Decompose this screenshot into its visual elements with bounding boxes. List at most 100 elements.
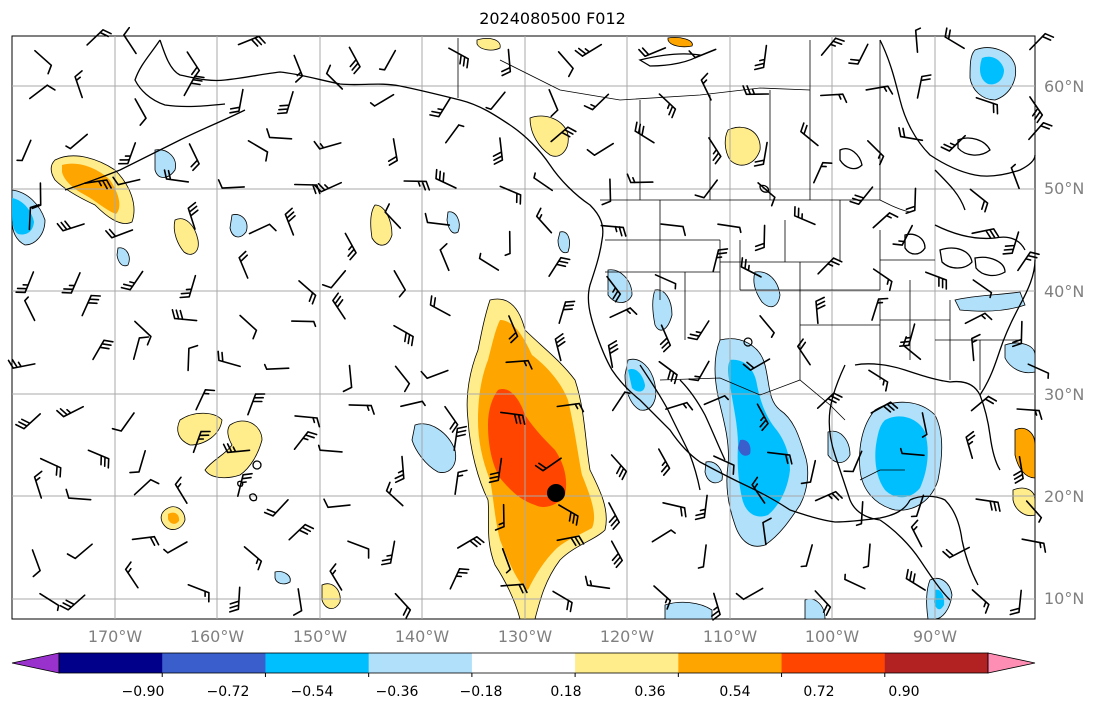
wind-barb xyxy=(284,207,296,236)
wind-barb xyxy=(910,519,923,548)
wind-barb xyxy=(347,540,370,559)
colorbar-segment xyxy=(471,653,576,673)
colorbar-tick-label: −0.72 xyxy=(206,684,250,700)
wind-barb xyxy=(444,405,459,433)
wind-barb xyxy=(294,415,321,428)
alaska-coast xyxy=(159,39,911,523)
wind-barb xyxy=(501,548,512,574)
wind-barb xyxy=(288,523,315,541)
wind-barb xyxy=(964,312,993,325)
wind-barb xyxy=(554,333,566,362)
colorbar-tick-label: 0.54 xyxy=(719,684,751,700)
wind-barb xyxy=(378,49,397,71)
wind-barb xyxy=(971,228,1000,239)
wind-barb xyxy=(129,450,146,474)
wind-barb xyxy=(263,499,289,517)
wind-barb xyxy=(174,476,188,504)
wind-barb xyxy=(611,391,631,412)
wind-barb xyxy=(449,568,470,590)
us-mexico-border xyxy=(659,377,846,421)
wind-barb xyxy=(485,91,506,110)
wind-barb xyxy=(742,85,770,96)
wind-barb xyxy=(65,488,92,501)
wind-barb xyxy=(132,336,150,360)
wind-barb xyxy=(112,176,141,186)
wind-barb xyxy=(688,360,710,382)
wind-barb xyxy=(814,490,843,502)
wind-barb xyxy=(445,124,465,144)
wind-barb xyxy=(56,405,84,418)
colorbar-segment xyxy=(678,653,783,673)
wind-barb xyxy=(892,224,913,246)
gridlines xyxy=(12,36,1035,619)
wind-barb xyxy=(492,137,504,165)
lon-label-140w: 140°W xyxy=(394,627,450,646)
wind-barb xyxy=(195,389,216,411)
wind-barb xyxy=(61,272,81,294)
wind-barb xyxy=(342,364,353,393)
wind-barb xyxy=(942,546,970,559)
wind-barb xyxy=(237,472,253,497)
wind-barb xyxy=(971,589,990,614)
wind-barb xyxy=(762,517,772,546)
wind-barb xyxy=(59,594,86,611)
wind-barb xyxy=(134,320,152,346)
wind-barb xyxy=(556,535,585,547)
wind-barb xyxy=(700,72,712,101)
wind-barb xyxy=(74,70,83,99)
wind-barb xyxy=(626,173,654,184)
wind-barb xyxy=(754,224,766,252)
wind-barb xyxy=(229,586,241,613)
wind-barb xyxy=(429,295,451,317)
wind-barb xyxy=(971,333,981,362)
wind-barb xyxy=(535,207,553,234)
wind-barb xyxy=(849,186,874,205)
wind-barb xyxy=(448,47,469,69)
wind-barb xyxy=(504,230,511,257)
wind-barb xyxy=(420,369,449,380)
wind-barb xyxy=(293,588,303,616)
colorbar-extend-high xyxy=(987,652,1036,674)
wind-barb xyxy=(910,494,925,518)
wind-barb xyxy=(914,27,922,53)
wind-barb xyxy=(29,84,56,100)
wind-barb xyxy=(403,180,431,191)
wind-barb xyxy=(488,457,503,484)
wind-barb xyxy=(534,457,562,472)
map-title: 2024080500 F012 xyxy=(479,9,626,28)
wind-barb xyxy=(867,140,885,166)
wind-barb xyxy=(183,75,205,97)
wind-barb xyxy=(163,541,188,554)
wind-barb xyxy=(665,401,694,411)
colorbar-segment xyxy=(781,653,886,673)
lon-label-110w: 110°W xyxy=(702,627,758,646)
baja-coast xyxy=(639,364,701,491)
wind-barb xyxy=(688,48,717,59)
wind-barb xyxy=(124,561,139,589)
wind-barb xyxy=(975,96,999,115)
wind-barb xyxy=(944,27,965,50)
wind-barb xyxy=(7,358,36,369)
wind-barb xyxy=(703,395,729,406)
colorbar-tick-label: −0.36 xyxy=(375,684,419,700)
wind-barb xyxy=(56,220,85,232)
colorbar-tick-label: 0.18 xyxy=(550,684,582,700)
wind-barb xyxy=(814,590,832,616)
wind-barb xyxy=(1016,408,1043,420)
wind-barb xyxy=(187,201,199,230)
wind-barb xyxy=(862,543,871,569)
colorbar-tick-label: 0.72 xyxy=(803,684,835,700)
wind-barb xyxy=(687,320,710,341)
wind-barb xyxy=(797,338,811,366)
colorbar-segment xyxy=(368,653,473,673)
wind-barb xyxy=(15,413,41,430)
wind-barb xyxy=(871,297,889,321)
wind-barb xyxy=(222,443,251,454)
wind-barb xyxy=(400,400,426,408)
wind-barb xyxy=(31,549,41,578)
wind-barb xyxy=(658,360,678,385)
wind-barb xyxy=(654,274,677,290)
wind-barb xyxy=(435,168,457,189)
wind-barb xyxy=(239,314,258,340)
wind-barb xyxy=(925,271,948,290)
